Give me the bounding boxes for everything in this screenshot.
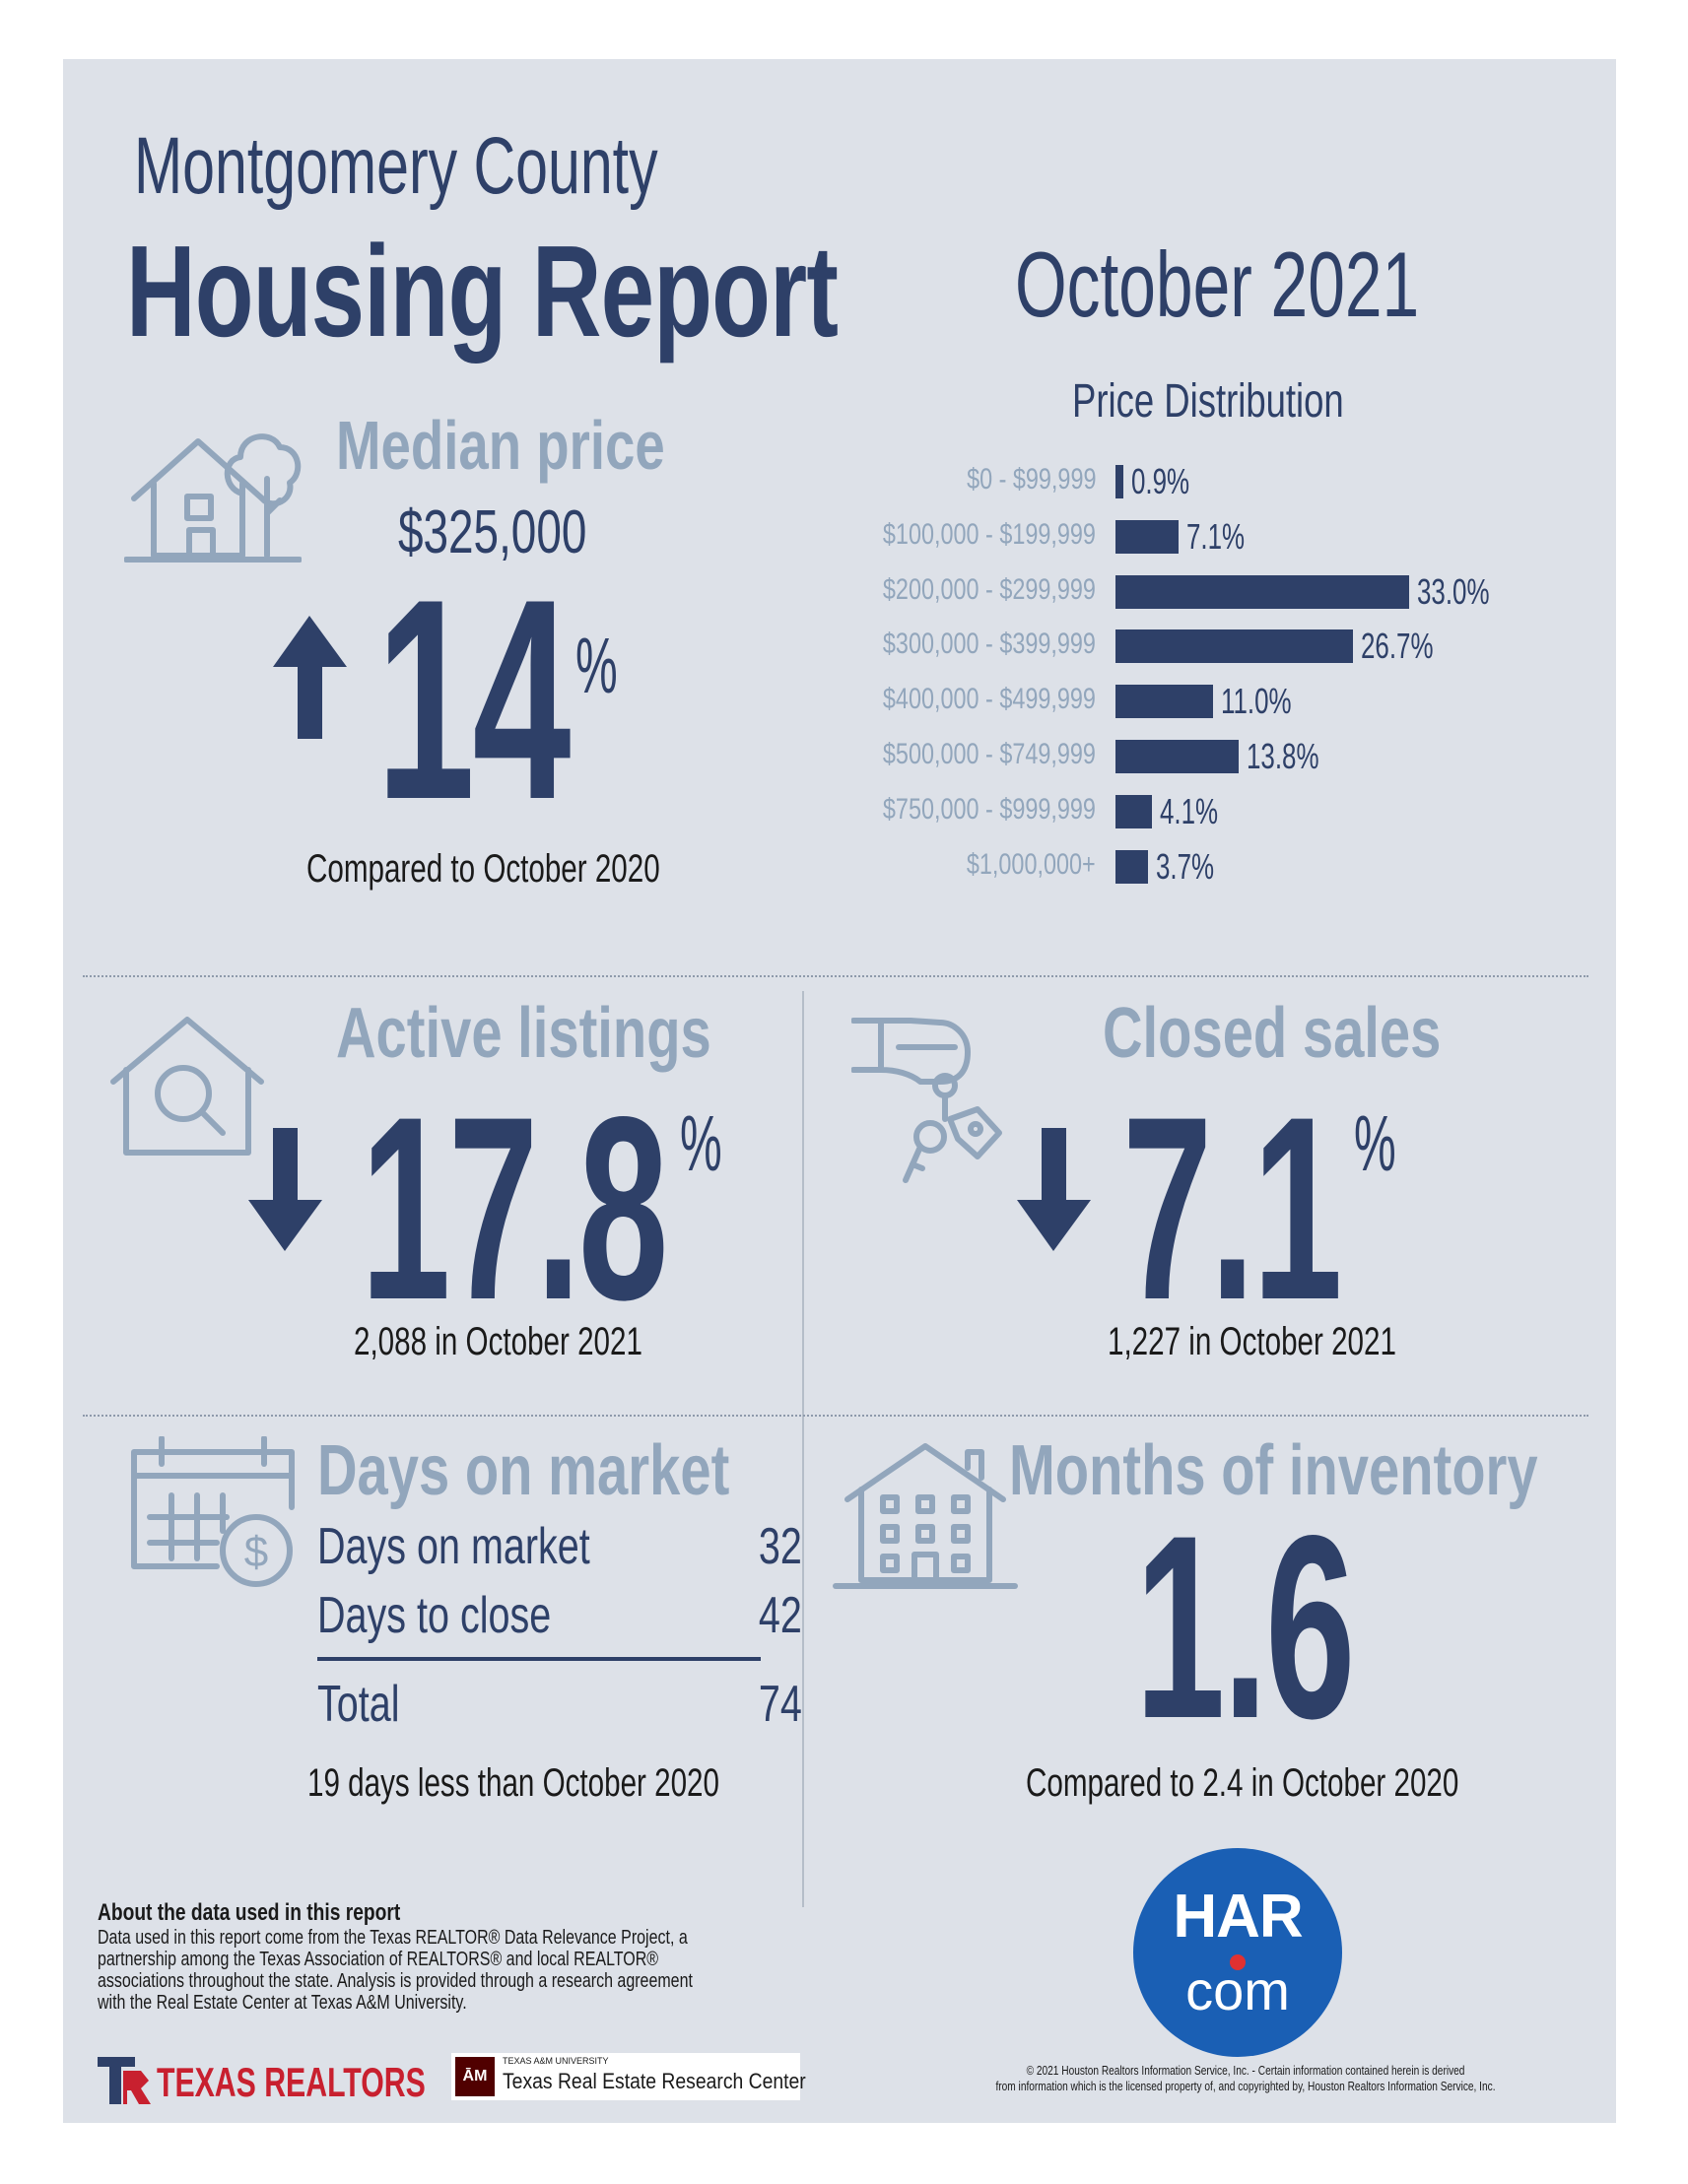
months-inventory-value: 1.6	[1135, 1482, 1355, 1773]
median-price-title: Median price	[336, 407, 665, 484]
price-distribution-title: Price Distribution	[1072, 375, 1344, 428]
bar-category-label: $750,000 - $999,999	[883, 792, 1096, 826]
days-on-market-caption: 19 days less than October 2020	[307, 1761, 719, 1805]
texas-realtors-logo-text: TEXAS REALTORS	[157, 2059, 426, 2105]
bar	[1115, 685, 1214, 719]
tamu-logo-center: Texas Real Estate Research Center	[503, 2069, 806, 2093]
arrow-down-icon	[248, 1128, 322, 1251]
tamu-logo: ĀM TEXAS A&M UNIVERSITY Texas Real Estat…	[451, 2053, 806, 2100]
total-rule	[317, 1657, 761, 1661]
bar-category-label: $1,000,000+	[967, 847, 1096, 881]
har-logo-dot	[1230, 1954, 1246, 1970]
copyright-text: © 2021 Houston Realtors Information Serv…	[995, 2063, 1496, 2093]
calendar-dollar-icon: $	[131, 1436, 295, 1587]
dom-row-value: 42	[759, 1587, 802, 1644]
bar	[1115, 629, 1354, 664]
bar-category-label: $100,000 - $199,999	[883, 517, 1096, 551]
divider-top	[83, 975, 1588, 977]
bar-category-label: $0 - $99,999	[966, 463, 1096, 496]
closed-sales-change: 7.1	[1122, 1063, 1342, 1355]
apartment-building-icon	[833, 1443, 1018, 1589]
closed-sales-caption: 1,227 in October 2021	[1108, 1320, 1396, 1363]
median-price-percent: %	[575, 622, 618, 709]
bar-value-label: 7.1%	[1186, 515, 1246, 557]
active-listings-title: Active listings	[336, 994, 711, 1073]
about-text: Data used in this report come from the T…	[98, 1927, 693, 2014]
bar	[1115, 519, 1180, 554]
bar	[1115, 849, 1149, 884]
bar-value-label: 26.7%	[1361, 626, 1434, 667]
months-inventory-caption: Compared to 2.4 in October 2020	[1026, 1761, 1459, 1805]
bar-value-label: 0.9%	[1131, 461, 1190, 501]
har-logo: HAR com	[1133, 1848, 1342, 2057]
bar-category-label: $300,000 - $399,999	[883, 628, 1096, 661]
bar-category-label: $400,000 - $499,999	[883, 683, 1096, 716]
active-listings-caption: 2,088 in October 2021	[354, 1320, 642, 1363]
closed-sales-title: Closed sales	[1103, 994, 1442, 1073]
house-search-icon	[110, 1017, 264, 1156]
days-on-market-title: Days on market	[317, 1431, 730, 1510]
about-title: About the data used in this report	[98, 1899, 401, 1926]
median-price-change: 14	[376, 540, 572, 859]
median-price-value: $325,000	[398, 498, 587, 566]
dom-total-label: Total	[317, 1676, 400, 1733]
svg-text:$: $	[244, 1528, 268, 1576]
hand-keys-icon	[851, 1018, 1002, 1183]
bar	[1115, 740, 1239, 773]
arrow-down-icon	[1017, 1128, 1091, 1251]
divider-vertical	[802, 991, 804, 1907]
arrow-up-icon	[273, 616, 347, 739]
bar-value-label: 13.8%	[1246, 736, 1319, 776]
county-title: Montgomery County	[134, 121, 658, 211]
bar-value-label: 11.0%	[1221, 681, 1292, 722]
report-month: October 2021	[1015, 232, 1420, 336]
dom-row-label: Days to close	[317, 1587, 552, 1644]
bar	[1115, 574, 1409, 609]
dom-row-label: Days on market	[317, 1518, 590, 1575]
bar-value-label: 3.7%	[1156, 845, 1215, 887]
texas-realtors-logo-icon	[98, 2057, 151, 2104]
tamu-logo-mark: ĀM	[455, 2057, 495, 2096]
bar-category-label: $500,000 - $749,999	[883, 738, 1096, 770]
closed-sales-percent: %	[1354, 1099, 1396, 1187]
bar-category-label: $200,000 - $299,999	[883, 572, 1096, 606]
bar-value-label: 33.0%	[1417, 570, 1490, 612]
report-card: Montgomery County Housing Report October…	[63, 59, 1616, 2123]
divider-middle	[83, 1415, 1588, 1417]
months-inventory-title: Months of inventory	[1009, 1431, 1538, 1510]
house-tree-icon	[124, 433, 302, 563]
report-title: Housing Report	[126, 219, 839, 364]
bar-value-label: 4.1%	[1160, 790, 1219, 831]
bar	[1115, 465, 1124, 498]
dom-row-value: 32	[759, 1518, 802, 1575]
har-logo-top: HAR	[1173, 1883, 1303, 1951]
active-listings-percent: %	[680, 1099, 722, 1187]
bar	[1115, 794, 1153, 828]
har-logo-bottom: com	[1185, 1959, 1290, 2021]
tamu-logo-small: TEXAS A&M UNIVERSITY	[503, 2056, 609, 2066]
active-listings-change: 17.8	[361, 1063, 668, 1355]
median-price-caption: Compared to October 2020	[306, 847, 660, 891]
dom-total-value: 74	[759, 1676, 802, 1733]
